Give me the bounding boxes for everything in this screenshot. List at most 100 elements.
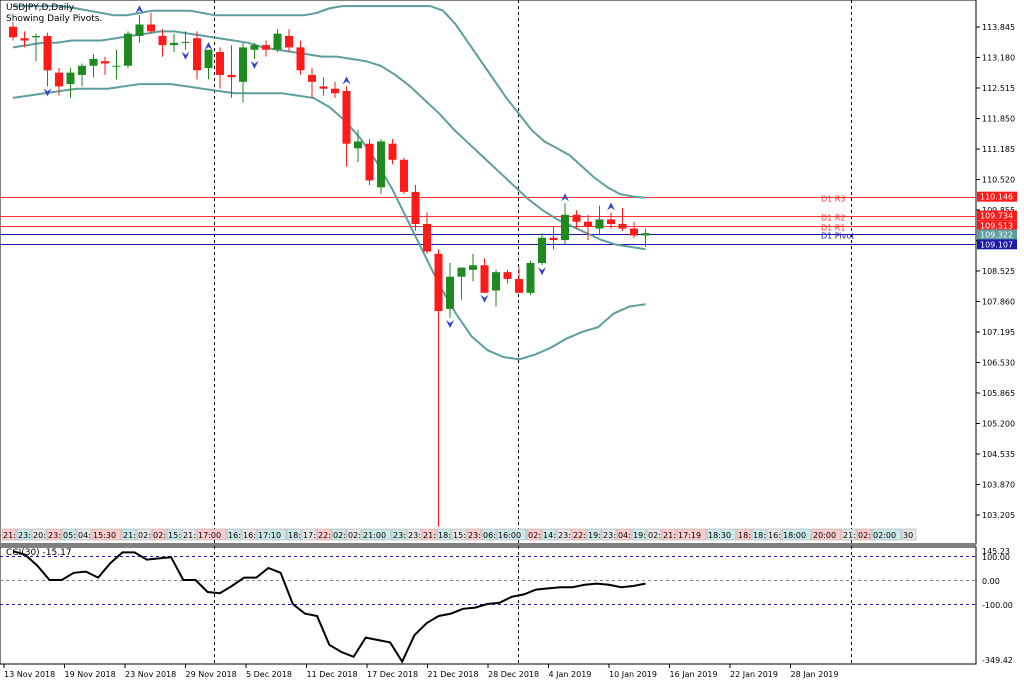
time-cell: [151, 528, 167, 541]
time-cell-label: 18:: [738, 531, 751, 540]
time-cell: [781, 528, 812, 541]
time-cell: [391, 528, 407, 541]
bollinger-bands: [12, 5, 646, 361]
candle-body: [618, 223, 627, 229]
candle-body: [492, 272, 500, 291]
time-cell-label: 04:: [78, 531, 91, 540]
cci-label: CCI(30) -15.17: [6, 548, 72, 558]
candlesticks: [9, 13, 650, 527]
candle-body: [66, 72, 75, 85]
candle-body: [434, 253, 443, 312]
time-cell-label: 16:: [228, 531, 241, 540]
candle-body: [250, 45, 259, 50]
time-cell-label: 02:: [333, 531, 346, 540]
candle-body: [515, 279, 523, 293]
pivot-label: D1 R3: [821, 195, 845, 204]
date-tick-label: 28 Dec 2018: [488, 670, 539, 679]
price-tick-label: 111.850: [982, 115, 1015, 124]
fractal-up-icon: [135, 5, 144, 14]
time-cell-label: 20:: [33, 531, 46, 540]
time-cell: [331, 528, 347, 541]
price-tick-label: 107.195: [982, 328, 1015, 337]
time-cell: [241, 528, 257, 541]
candle-body: [365, 143, 374, 181]
candle-body: [32, 35, 40, 38]
time-cell: [196, 528, 227, 541]
time-cell: [166, 528, 182, 541]
time-cell: [286, 528, 302, 541]
time-cell-label: 02:: [348, 531, 361, 540]
fractal-up-icon: [204, 41, 213, 50]
time-cell-label: 02:: [858, 531, 871, 540]
candle-body: [469, 265, 477, 270]
time-label-bar: 21: 23: 20: 23: 05: 04: 15:30 21: 02: 02: 15: 21: 17…: [1, 528, 917, 541]
candle-body: [354, 141, 362, 149]
price-marker-label: 109.107: [980, 240, 1013, 249]
time-cell: [751, 528, 767, 541]
date-tick-label: 13 Nov 2018: [4, 670, 55, 679]
price-tick-label: 103.205: [982, 511, 1015, 520]
upper-band: [13, 5, 646, 199]
cci-tick-label: 0.00: [982, 577, 1000, 586]
time-cell-label: 02:: [648, 531, 661, 540]
candle-body: [20, 38, 29, 41]
time-cell: [871, 528, 902, 541]
candle-body: [43, 35, 52, 71]
candle-body: [549, 237, 558, 241]
candle-body: [55, 72, 63, 87]
cci-tick-label: -349.42: [982, 656, 1013, 665]
time-cell-label: 18:00: [783, 531, 806, 540]
price-marker: [977, 239, 1017, 250]
candle-body: [296, 47, 305, 71]
time-cell: [16, 528, 32, 541]
candle-body: [377, 141, 385, 188]
time-cell-label: 23:: [603, 531, 616, 540]
pivot-label: D1 R2: [821, 214, 845, 223]
candle-body: [538, 237, 546, 263]
candle-body: [170, 42, 178, 46]
price-marker: [977, 229, 1017, 240]
time-cell-label: 17:: [303, 531, 316, 540]
candle-body: [446, 276, 454, 309]
price-marker: [977, 210, 1017, 221]
date-tick-label: 19 Nov 2018: [65, 670, 116, 679]
time-cell: [481, 528, 497, 541]
candle-body: [572, 214, 581, 222]
time-cell: [451, 528, 467, 541]
time-cell-label: 19:: [633, 531, 646, 540]
cci-line: [12, 550, 646, 664]
time-cell: [586, 528, 602, 541]
time-cell-label: 18:30: [708, 531, 731, 540]
time-cell: [181, 528, 197, 541]
time-cell-label: 23:: [393, 531, 406, 540]
time-cell: [601, 528, 617, 541]
time-cell-label: 18:: [438, 531, 451, 540]
time-cell-label: 17:00: [198, 531, 221, 540]
time-cell: [571, 528, 587, 541]
candle-body: [135, 24, 144, 36]
fractal-down-icon: [250, 60, 259, 69]
time-cell: [556, 528, 572, 541]
time-cell-label: 19:: [588, 531, 601, 540]
time-cell-label: 16:: [243, 531, 256, 540]
time-cell-label: 21:: [663, 531, 676, 540]
date-tick-label: 4 Jan 2019: [549, 670, 592, 679]
candle-body: [503, 272, 512, 280]
time-cell: [361, 528, 392, 541]
time-cell-label: 04:: [618, 531, 631, 540]
time-cell: [901, 528, 917, 541]
candle-body: [262, 45, 270, 50]
price-marker: [977, 191, 1017, 202]
date-tick-label: 23 Nov 2018: [125, 670, 176, 679]
candle-body: [112, 65, 121, 67]
pivot-label: D1 R1: [821, 224, 845, 233]
time-cell-label: 23:: [18, 531, 31, 540]
candle-body: [273, 33, 282, 50]
fractal-down-icon: [480, 294, 489, 303]
time-cell: [526, 528, 542, 541]
candle-body: [457, 267, 466, 277]
time-cell: [496, 528, 527, 541]
